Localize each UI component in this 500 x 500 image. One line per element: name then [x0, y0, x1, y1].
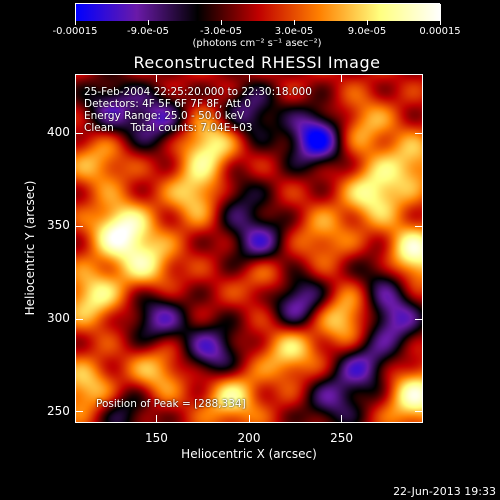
- annotation-clean-counts: Clean Total counts: 7.04E+03: [84, 122, 253, 134]
- colorbar-tick: [366, 20, 368, 25]
- y-tick-right: [415, 225, 423, 227]
- colorbar-fill: [76, 4, 441, 21]
- plot-area: 25-Feb-2004 22:25:20.000 to 22:30:18.000…: [75, 74, 423, 423]
- x-tick-top: [248, 74, 250, 82]
- y-tick-left: [75, 132, 83, 134]
- y-tick-label: 350: [47, 218, 70, 233]
- x-tick-top: [155, 74, 157, 82]
- x-tick-label: 250: [330, 431, 353, 445]
- x-tick-bottom: [341, 415, 343, 423]
- x-tick-bottom: [155, 415, 157, 423]
- timestamp: 22-Jun-2013 19:33: [393, 485, 496, 498]
- colorbar-tick: [147, 20, 149, 25]
- y-tick-label: 400: [47, 125, 70, 140]
- colorbar-tick-label: -3.0e-05: [200, 26, 242, 37]
- annotation-energy-range: Energy Range: 25.0 - 50.0 keV: [84, 110, 245, 122]
- colorbar-tick-label: -0.00015: [52, 26, 98, 37]
- y-tick-right: [415, 411, 423, 413]
- annotation-time-range: 25-Feb-2004 22:25:20.000 to 22:30:18.000: [84, 86, 312, 98]
- x-axis-label: Heliocentric X (arcsec): [181, 447, 317, 461]
- chart-title: Reconstructed RHESSI Image: [133, 53, 381, 72]
- colorbar-tick-label: 3.0e-05: [274, 26, 314, 37]
- colorbar-tick-label: -9.0e-05: [127, 26, 169, 37]
- y-tick-left: [75, 318, 83, 320]
- colorbar-tick-label: 9.0e-05: [347, 26, 387, 37]
- x-tick-bottom: [248, 415, 250, 423]
- peak-position-label: Position of Peak = [288,334]: [96, 398, 246, 410]
- colorbar-tick: [220, 20, 222, 25]
- y-axis-label: Heliocentric Y (arcsec): [23, 180, 37, 316]
- colorbar-gradient: [75, 3, 441, 21]
- annotation-detectors: Detectors: 4F 5F 6F 7F 8F, Att 0: [84, 98, 251, 110]
- x-tick-top: [341, 74, 343, 82]
- y-tick-right: [415, 318, 423, 320]
- colorbar-unit-label: (photons cm⁻² s⁻¹ asec⁻²): [192, 38, 322, 49]
- colorbar-tick-label: 0.00015: [419, 26, 461, 37]
- y-tick-label: 300: [47, 311, 70, 326]
- heatmap-image: [76, 75, 422, 422]
- y-tick-left: [75, 411, 83, 413]
- y-tick-label: 250: [47, 403, 70, 418]
- colorbar-tick: [74, 20, 76, 25]
- colorbar-tick: [439, 20, 441, 25]
- x-tick-label: 200: [237, 431, 261, 445]
- x-tick-label: 150: [144, 431, 168, 445]
- y-tick-left: [75, 225, 83, 227]
- colorbar-tick: [293, 20, 295, 25]
- y-tick-right: [415, 132, 423, 134]
